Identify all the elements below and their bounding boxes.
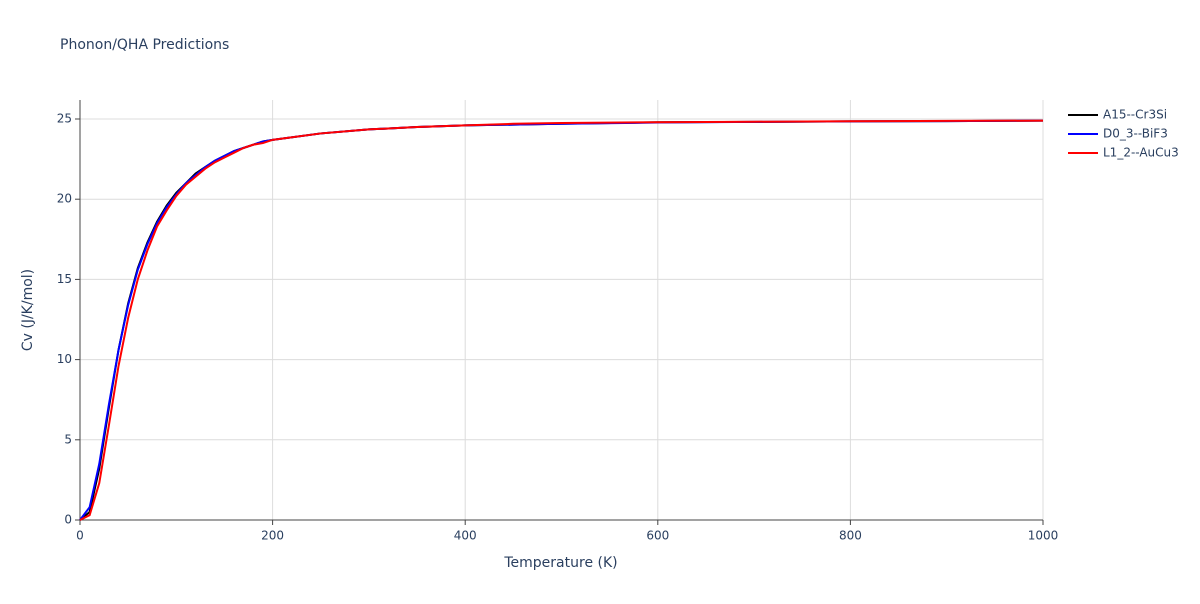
x-tick-label: 400: [454, 529, 477, 543]
x-axis-title: Temperature (K): [503, 555, 617, 571]
x-tick-label: 1000: [1028, 529, 1059, 543]
series-line: [79, 119, 1044, 521]
x-tick-label: 800: [839, 529, 862, 543]
y-axis-title: Cv (J/K/mol): [20, 269, 36, 351]
chart-title: Phonon/QHA Predictions: [60, 37, 229, 53]
y-tick-label: 20: [57, 192, 72, 206]
x-tick-label: 200: [261, 529, 284, 543]
series-line: [79, 119, 1044, 521]
y-tick-label: 0: [64, 513, 72, 527]
series-line: [79, 119, 1044, 521]
y-tick-label: 25: [57, 112, 72, 126]
x-tick-label: 600: [646, 529, 669, 543]
legend-label: L1_2--AuCu3: [1103, 146, 1179, 160]
legend-label: D0_3--BiF3: [1103, 127, 1168, 141]
y-tick-label: 5: [64, 432, 72, 446]
y-tick-label: 15: [57, 272, 72, 286]
x-tick-label: 0: [76, 529, 84, 543]
legend-label: A15--Cr3Si: [1103, 108, 1167, 122]
y-tick-label: 10: [57, 352, 72, 366]
